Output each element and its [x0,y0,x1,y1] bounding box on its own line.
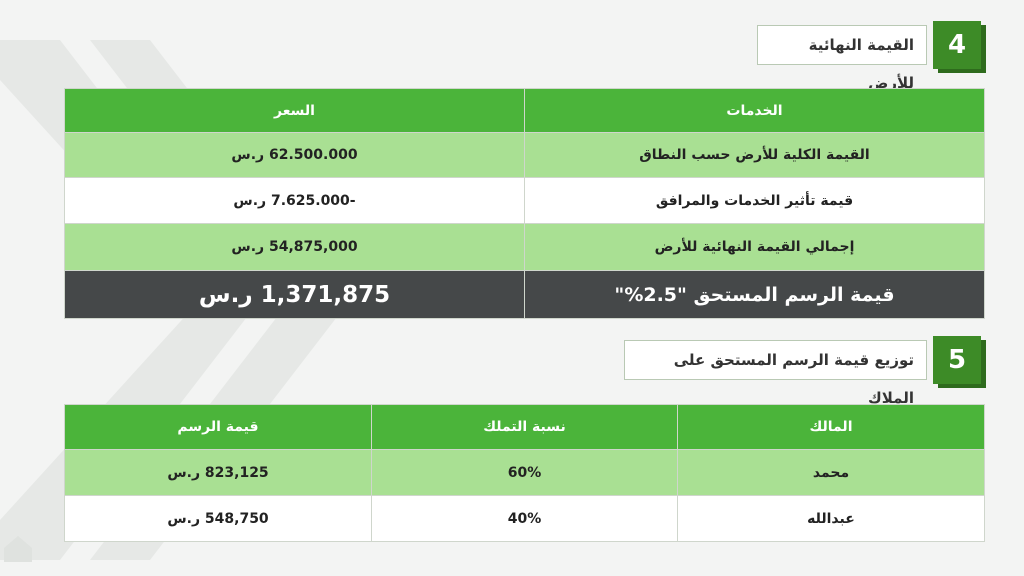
header-fee: قيمة الرسم [64,404,372,450]
table-row: القيمة الكلية للأرض حسب النطاق 62.500.00… [64,132,985,178]
price-cell: 1,371,875 ر.س [64,270,525,319]
section-4-header: القيمة النهائية للأرض 4 [757,21,986,92]
header-services: الخدمات [524,88,985,133]
price-cell: 54,875,000 ر.س [64,223,525,271]
owner-cell: عبدالله [677,495,985,542]
table-header-row: المالك نسبة التملك قيمة الرسم [64,404,985,450]
section-4-number-badge: 4 [933,21,986,73]
owner-cell: محمد [677,449,985,496]
header-price: السعر [64,88,525,133]
price-cell: 62.500.000 ر.س [64,132,525,178]
watermark-logo [4,536,32,562]
service-cell: إجمالي القيمة النهائية للأرض [524,223,985,271]
price-cell: -7.625.000 ر.س [64,177,525,224]
land-value-table: الخدمات السعر القيمة الكلية للأرض حسب ال… [64,88,985,319]
table-row: عبدالله 40% 548,750 ر.س [64,495,985,542]
header-share: نسبة التملك [371,404,678,450]
total-fee-row: قيمة الرسم المستحق "2.5%" 1,371,875 ر.س [64,270,985,319]
service-cell: القيمة الكلية للأرض حسب النطاق [524,132,985,178]
table-row: محمد 60% 823,125 ر.س [64,449,985,496]
share-cell: 40% [371,495,678,542]
fee-distribution-table: المالك نسبة التملك قيمة الرسم محمد 60% 8… [64,404,985,542]
section-5-number-badge: 5 [933,336,986,388]
section-5-title: توزيع قيمة الرسم المستحق على الملاك [624,340,927,407]
table-header-row: الخدمات السعر [64,88,985,133]
table-row: قيمة تأثير الخدمات والمرافق -7.625.000 ر… [64,177,985,224]
table-row: إجمالي القيمة النهائية للأرض 54,875,000 … [64,223,985,271]
share-cell: 60% [371,449,678,496]
section-5-header: توزيع قيمة الرسم المستحق على الملاك 5 [624,336,986,407]
fee-cell: 548,750 ر.س [64,495,372,542]
section-4-title: القيمة النهائية للأرض [757,25,927,92]
service-cell: قيمة الرسم المستحق "2.5%" [524,270,985,319]
header-owner: المالك [677,404,985,450]
fee-cell: 823,125 ر.س [64,449,372,496]
service-cell: قيمة تأثير الخدمات والمرافق [524,177,985,224]
